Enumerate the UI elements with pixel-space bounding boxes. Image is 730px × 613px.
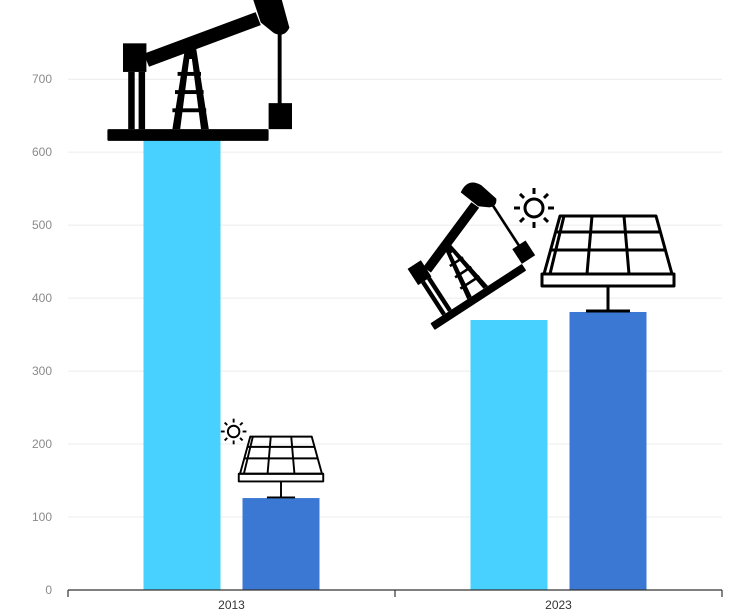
bar-2023-series-2 [569, 311, 647, 590]
y-tick-label: 300 [32, 364, 52, 378]
y-tick-label: 700 [32, 72, 52, 86]
y-tick-label: 200 [32, 437, 52, 451]
y-tick-label: 400 [32, 291, 52, 305]
x-tick-label: 2023 [545, 598, 572, 612]
y-tick-label: 0 [45, 583, 52, 597]
solar-panel-icon [512, 186, 676, 313]
bar-2013-series-2 [242, 498, 320, 590]
bars [143, 133, 647, 590]
solar-panel-icon [219, 417, 325, 499]
oil-pump-icon [377, 174, 540, 330]
y-tick-label: 500 [32, 218, 52, 232]
x-axis: 2013 2023 [67, 589, 723, 612]
bar-2013-series-1 [143, 133, 221, 590]
oil-pump-icon [107, 0, 293, 141]
y-tick-label: 600 [32, 145, 52, 159]
y-axis: 0 100 200 300 400 500 600 700 [32, 72, 52, 597]
x-tick-label: 2013 [218, 598, 245, 612]
bar-2023-series-1 [470, 320, 548, 590]
y-tick-label: 100 [32, 510, 52, 524]
